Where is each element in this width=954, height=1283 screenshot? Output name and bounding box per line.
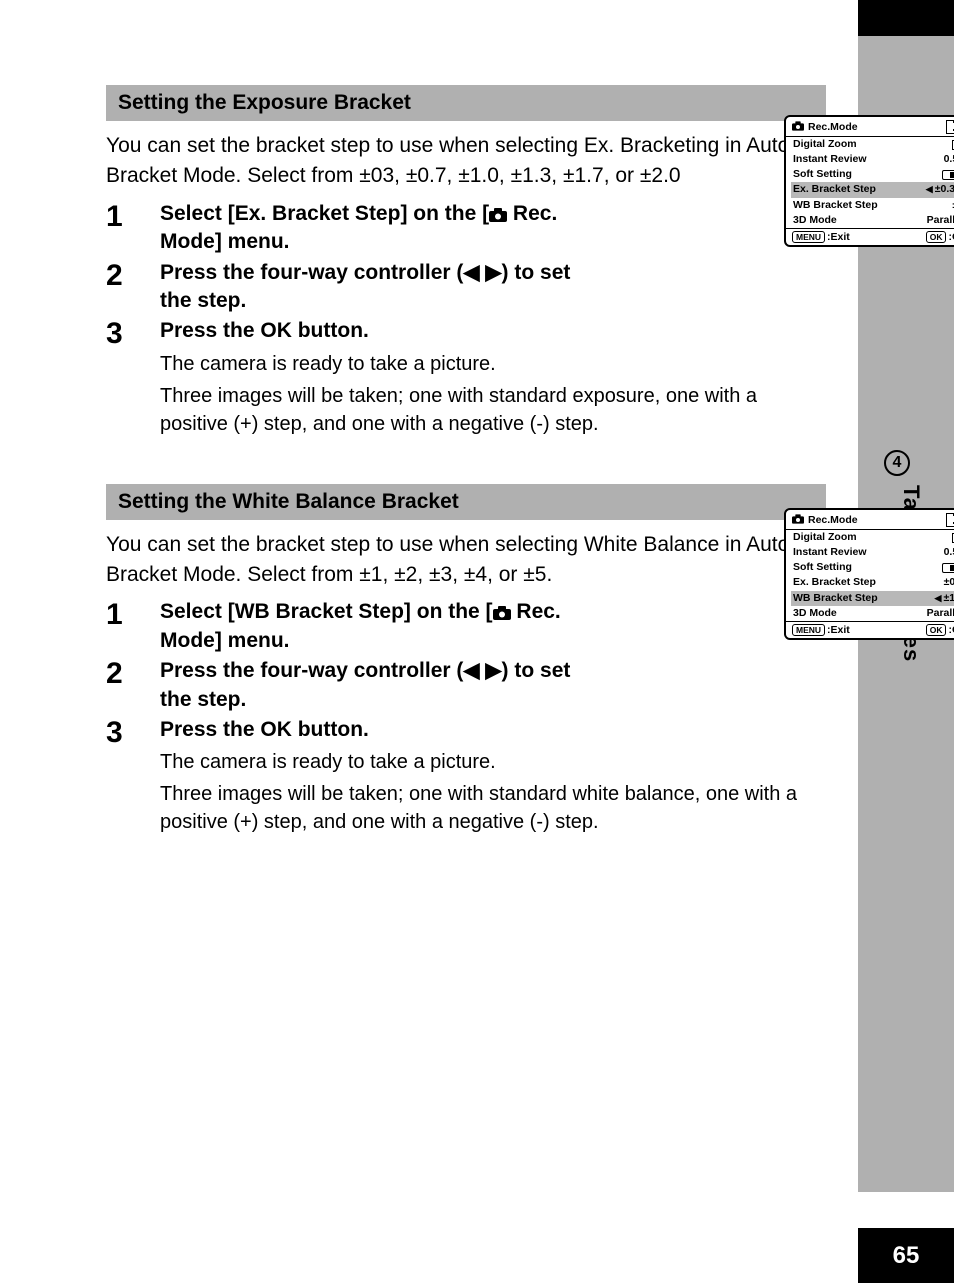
- lcd-row: Instant Review 0.5s: [791, 152, 954, 167]
- ok-button-label: OK: [926, 624, 947, 636]
- menu-button-label: MENU: [792, 624, 825, 636]
- left-arrow-icon: ◀: [935, 594, 942, 603]
- lcd-row: WB Bracket Step±1: [791, 198, 954, 213]
- menu-button-label: MENU: [792, 231, 825, 243]
- step-note: Three images will be taken; one with sta…: [160, 780, 826, 836]
- section-heading-exposure: Setting the Exposure Bracket: [106, 85, 826, 121]
- lcd-header: Rec.Mode: [786, 117, 954, 137]
- lcd-row-value: Parallel: [927, 214, 954, 227]
- step-note: The camera is ready to take a picture.: [160, 350, 826, 378]
- lcd-row: Instant Review 0.5s: [791, 545, 954, 560]
- lcd-row: 3D Mode Parallel: [791, 213, 954, 228]
- setup-tab-icon: [946, 120, 954, 134]
- lcd-row-label: 3D Mode: [793, 607, 837, 620]
- lcd-title: Rec.Mode: [808, 121, 858, 133]
- camera-icon: [489, 202, 507, 225]
- lcd-row-value: ±0.3: [944, 576, 954, 589]
- side-top-black: [858, 0, 954, 36]
- lcd-row-value: ±1: [943, 592, 954, 605]
- step-note: Three images will be taken; one with sta…: [160, 382, 826, 438]
- step: 2 Press the four-way controller (◀ ▶) to…: [106, 259, 826, 316]
- lcd-body: Digital Zoom Instant Review 0.5s Soft Setti…: [786, 137, 954, 228]
- step-title: Select [WB Bracket Step] on the [ Rec. M…: [160, 598, 570, 655]
- step: 3 Press the OK button. The camera is rea…: [106, 716, 826, 836]
- lcd-row: Soft Setting: [791, 167, 954, 182]
- lcd-header: Rec.Mode: [786, 510, 954, 530]
- soft-level-icon: [942, 563, 954, 573]
- page-content: Setting the Exposure Bracket You can set…: [106, 85, 826, 1183]
- lcd-footer: MENU:Exit OK:Ok: [786, 621, 954, 638]
- step-number: 1: [106, 200, 160, 232]
- section2-steps: 1 Select [WB Bracket Step] on the [ Rec.…: [106, 598, 826, 836]
- soft-level-icon: [942, 170, 954, 180]
- lcd-row: WB Bracket Step◀±1▶: [791, 591, 954, 606]
- lcd-row: 3D Mode Parallel: [791, 606, 954, 621]
- lcd-row-label: Instant Review: [793, 546, 867, 559]
- step-title: Press the OK button.: [160, 317, 826, 345]
- step2-text-a: Press the four-way controller (: [160, 659, 463, 682]
- lcd-row-label: Digital Zoom: [793, 531, 857, 544]
- step-title: Press the OK button.: [160, 716, 826, 744]
- lcd-row-value: 0.5s: [944, 546, 954, 559]
- step: 2 Press the four-way controller (◀ ▶) to…: [106, 657, 826, 714]
- lcd-row: Soft Setting: [791, 560, 954, 575]
- lcd-row-label: 3D Mode: [793, 214, 837, 227]
- ok-button-label: OK: [926, 231, 947, 243]
- step-number: 2: [106, 657, 160, 689]
- lcd-row-label: Digital Zoom: [793, 138, 857, 151]
- lcd-row-value: 0.5s: [944, 153, 954, 166]
- setup-tab-icon: [946, 513, 954, 527]
- lcd-footer-exit: :Exit: [827, 624, 850, 636]
- lcd-screenshot-exposure: Rec.Mode Digital Zoom Instant Review 0.5s So…: [784, 115, 954, 247]
- lcd-row: Ex. Bracket Step◀±0.3▶: [791, 182, 954, 197]
- lcd-row-label: Instant Review: [793, 153, 867, 166]
- lcd-row-label: Ex. Bracket Step: [793, 576, 876, 589]
- four-way-arrows-icon: ◀ ▶: [463, 659, 501, 682]
- lcd-row: Digital Zoom: [791, 137, 954, 152]
- step1-text-a: Select [WB Bracket Step] on the [: [160, 600, 493, 623]
- section1-steps: 1 Select [Ex. Bracket Step] on the [ Rec…: [106, 200, 826, 438]
- section2-desc: You can set the bracket step to use when…: [106, 530, 826, 591]
- chapter-number-badge: 4: [884, 450, 910, 476]
- step-number: 3: [106, 716, 160, 748]
- lcd-footer: MENU:Exit OK:Ok: [786, 228, 954, 245]
- step-number: 2: [106, 259, 160, 291]
- lcd-footer-ok: :Ok: [948, 231, 954, 243]
- step-title: Select [Ex. Bracket Step] on the [ Rec. …: [160, 200, 570, 257]
- step1-text-a: Select [Ex. Bracket Step] on the [: [160, 202, 489, 225]
- lcd-footer-exit: :Exit: [827, 231, 850, 243]
- lcd-row-value: Parallel: [927, 607, 954, 620]
- step-title: Press the four-way controller (◀ ▶) to s…: [160, 259, 590, 316]
- four-way-arrows-icon: ◀ ▶: [463, 261, 501, 284]
- camera-icon: [792, 514, 804, 527]
- step: 1 Select [Ex. Bracket Step] on the [ Rec…: [106, 200, 826, 257]
- lcd-row-value: ±0.3: [935, 183, 954, 196]
- lcd-title: Rec.Mode: [808, 514, 858, 526]
- lcd-row-label: Ex. Bracket Step: [793, 183, 876, 196]
- lcd-row-label: Soft Setting: [793, 561, 852, 574]
- section1-desc: You can set the bracket step to use when…: [106, 131, 826, 192]
- left-arrow-icon: ◀: [926, 185, 933, 194]
- lcd-row-label: WB Bracket Step: [793, 592, 878, 605]
- lcd-body: Digital Zoom Instant Review 0.5s Soft Setti…: [786, 530, 954, 621]
- step: 1 Select [WB Bracket Step] on the [ Rec.…: [106, 598, 826, 655]
- lcd-footer-ok: :Ok: [948, 624, 954, 636]
- camera-icon: [792, 121, 804, 134]
- lcd-row: Ex. Bracket Step ±0.3: [791, 575, 954, 590]
- step: 3 Press the OK button. The camera is rea…: [106, 317, 826, 437]
- chapter-number: 4: [893, 454, 902, 472]
- step-note: The camera is ready to take a picture.: [160, 748, 826, 776]
- section-heading-wb: Setting the White Balance Bracket: [106, 484, 826, 520]
- lcd-row: Digital Zoom: [791, 530, 954, 545]
- step2-text-a: Press the four-way controller (: [160, 261, 463, 284]
- step-number: 3: [106, 317, 160, 349]
- camera-icon: [493, 600, 511, 623]
- lcd-screenshot-wb: Rec.Mode Digital Zoom Instant Review 0.5s So…: [784, 508, 954, 640]
- page-number-strip: 65: [858, 1228, 954, 1283]
- step-number: 1: [106, 598, 160, 630]
- lcd-row-label: Soft Setting: [793, 168, 852, 181]
- page-number: 65: [893, 1242, 920, 1270]
- lcd-row-label: WB Bracket Step: [793, 199, 878, 212]
- step-title: Press the four-way controller (◀ ▶) to s…: [160, 657, 590, 714]
